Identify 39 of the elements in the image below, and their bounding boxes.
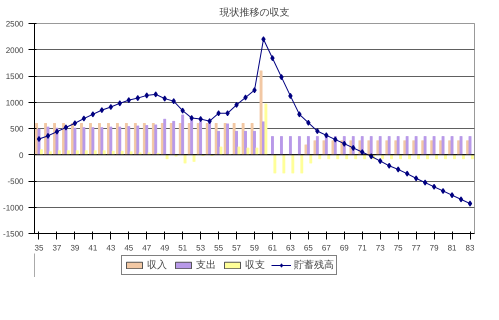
legend-label: 収支 bbox=[245, 258, 265, 272]
x-tick-label: 43 bbox=[106, 244, 116, 252]
chart-title: 現状推移の収支 bbox=[220, 6, 290, 18]
y-tick-label: 2500 bbox=[6, 20, 24, 28]
x-tick-label: 77 bbox=[412, 244, 422, 252]
y-tick-label: 2000 bbox=[6, 46, 24, 55]
x-tick-label: 73 bbox=[376, 244, 386, 252]
y-tick-label: -1000 bbox=[3, 203, 24, 212]
legend-label: 収入 bbox=[147, 258, 167, 272]
x-tick-label: 61 bbox=[268, 244, 278, 252]
x-tick-label: 55 bbox=[214, 244, 224, 252]
legend-label: 支出 bbox=[196, 258, 216, 272]
x-tick-label: 47 bbox=[142, 244, 152, 252]
x-tick-label: 51 bbox=[178, 244, 188, 252]
y-tick-label: 1500 bbox=[6, 72, 24, 81]
legend-label: 貯蓄残高 bbox=[294, 258, 334, 272]
y-tick-label: -500 bbox=[7, 177, 24, 186]
x-tick-label: 45 bbox=[124, 244, 134, 252]
x-tick-label: 81 bbox=[448, 244, 458, 252]
y-tick-label: 1000 bbox=[6, 98, 24, 108]
y-tick-label: 0 bbox=[19, 150, 24, 160]
x-tick-label: 71 bbox=[358, 244, 368, 252]
x-tick-label: 79 bbox=[430, 244, 440, 252]
x-tick-label: 41 bbox=[88, 244, 98, 252]
x-tick-label: 63 bbox=[286, 244, 296, 252]
x-tick-label: 35 bbox=[34, 244, 44, 252]
x-tick-label: 75 bbox=[394, 244, 404, 252]
x-tick-label: 37 bbox=[52, 244, 62, 252]
x-tick-label: 69 bbox=[340, 244, 350, 252]
y-tick-label: -1500 bbox=[3, 230, 24, 238]
x-tick-label: 57 bbox=[232, 244, 242, 252]
x-tick-label: 83 bbox=[466, 244, 476, 252]
x-tick-label: 39 bbox=[70, 244, 80, 252]
x-tick-label: 59 bbox=[250, 244, 260, 252]
x-tick-label: 53 bbox=[196, 244, 206, 252]
x-tick-label: 65 bbox=[304, 244, 314, 252]
x-tick-label: 49 bbox=[160, 244, 170, 252]
x-tick-label: 67 bbox=[322, 244, 332, 252]
y-tick-label: 500 bbox=[10, 124, 24, 134]
